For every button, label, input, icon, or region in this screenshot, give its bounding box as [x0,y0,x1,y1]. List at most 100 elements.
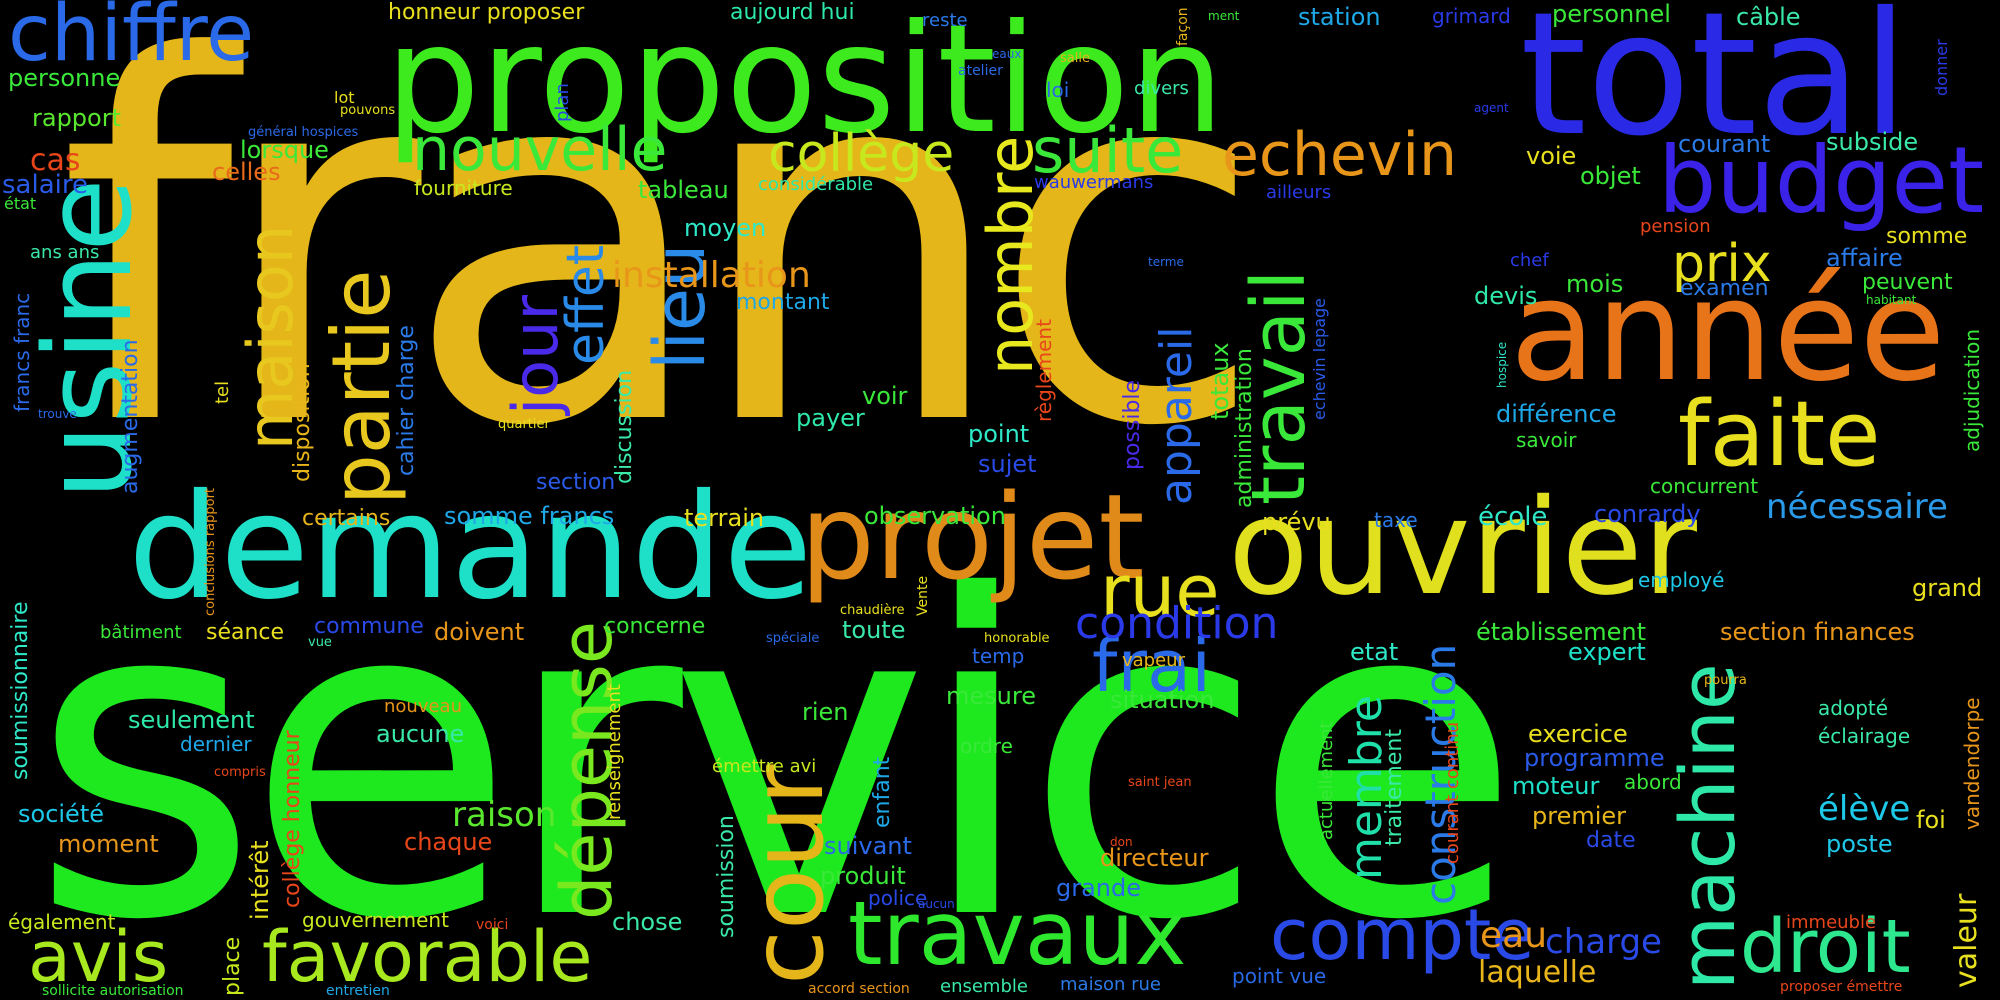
cloud-word: expert [1568,638,1646,666]
cloud-word: cahier charge [394,325,419,476]
cloud-word: droit [1740,904,1911,990]
cloud-word: enfant [870,756,895,828]
cloud-word: concerne [604,614,706,639]
cloud-word: rapport [32,104,122,132]
cloud-word: vapeur [1122,650,1185,671]
cloud-word: machine [1663,663,1752,990]
cloud-word: premier [1532,802,1627,830]
cloud-word: affaire [1826,244,1903,272]
cloud-word: rien [802,698,849,726]
cloud-word: honorable [984,631,1050,646]
cloud-word: intérêt [246,840,274,920]
cloud-word: établissement [1476,618,1646,646]
cloud-word: renseignement [604,684,625,820]
cloud-word: courant [1678,130,1771,158]
cloud-word: appareil [1151,326,1202,505]
cloud-word: quartier [498,417,550,432]
cloud-word: courant continu [1442,721,1463,864]
cloud-word: atelier [958,63,1003,79]
cloud-word: reste [922,10,968,31]
cloud-word: mesure [946,682,1036,710]
cloud-word: faite [1678,382,1881,487]
cloud-word: francs franc [10,292,34,412]
cloud-word: demande [128,463,813,632]
cloud-word: ensemble [940,976,1028,997]
cloud-word: tableau [638,176,729,204]
cloud-word: partie [315,269,408,505]
cloud-word: echevin [1222,120,1458,190]
cloud-word: entretien [326,983,390,999]
cloud-word: charge [1545,922,1662,962]
cloud-word: grand [1912,574,1983,602]
cloud-word: ouvrier [1228,471,1697,625]
cloud-word: certains [302,506,391,531]
cloud-word: savoir [1516,428,1577,452]
cloud-word: administration [1232,348,1257,508]
cloud-word: tel [212,380,233,404]
cloud-word: prix [1672,234,1772,294]
cloud-word: doivent [434,618,525,646]
cloud-word: société [18,800,104,828]
cloud-word: proposition [385,0,1225,167]
cloud-word: effet [556,244,616,365]
cloud-word: produit [820,862,906,890]
cloud-word: spéciale [766,631,820,646]
cloud-word: cas [30,143,81,178]
cloud-word: séance [206,620,285,645]
cloud-word: année [1510,250,1946,413]
cloud-word: dernier [180,732,252,756]
cloud-word: personnel [1552,0,1671,28]
cloud-word: moyen [684,214,767,242]
cloud-word: état [4,194,37,213]
cloud-word: compris [214,765,266,780]
cloud-word: moment [58,830,159,858]
cloud-word: point [968,420,1030,448]
cloud-word: devis [1474,282,1538,310]
cloud-word: total [1520,0,1909,174]
cloud-word: chiffre [8,0,255,79]
cloud-word: peuvent [1862,270,1953,295]
cloud-word: conrardy [1594,500,1701,528]
cloud-word: saint jean [1128,775,1192,790]
cloud-word: examen [1680,276,1769,301]
cloud-word: conclusions rapport [203,487,218,616]
cloud-word: objet [1580,162,1641,190]
cloud-word: foi [1916,806,1946,834]
cloud-word: terme [1148,255,1184,269]
cloud-word: gouvernement [302,908,449,932]
cloud-word: somme [1886,224,1968,249]
cloud-word: taxe [1374,508,1418,532]
cloud-word: frai [1092,624,1212,708]
cloud-word: Vente [915,575,931,616]
cloud-word: suite [1032,114,1184,187]
cloud-word: etat [1350,638,1399,666]
cloud-word: divers [1134,78,1189,99]
cloud-word: nécessaire [1766,487,1948,527]
cloud-word: station [1298,3,1381,31]
cloud-word: montant [736,290,830,315]
cloud-word: agent [1474,101,1509,115]
cloud-word: section finances [1720,618,1915,646]
cloud-word: condition [1075,598,1279,649]
cloud-word: école [1478,502,1548,532]
cloud-word: terrain [684,504,765,532]
cloud-word: lorsque [240,136,329,164]
cloud-word: pouvons [340,103,396,118]
cloud-word: sollicite autorisation [42,983,184,999]
cloud-word: possible [1120,379,1145,470]
cloud-word: soumission [714,815,739,938]
cloud-word: loi [1046,78,1070,102]
cloud-word: ment [1208,9,1240,23]
cloud-word: grande [1056,874,1142,902]
cloud-word: temp [972,644,1025,668]
cloud-word: chaudière [840,603,905,618]
cloud-word: adjudication [1960,329,1984,452]
cloud-word: immeuble [1786,912,1877,933]
cloud-word: aujourd hui [730,0,855,25]
cloud-word: ailleurs [1266,182,1332,203]
cloud-word: chaque [404,828,493,856]
cloud-word: valeur [1949,893,1984,988]
cloud-word: echevin lepage [1310,297,1329,420]
cloud-word: favorable [262,916,593,998]
cloud-word: également [8,910,116,934]
